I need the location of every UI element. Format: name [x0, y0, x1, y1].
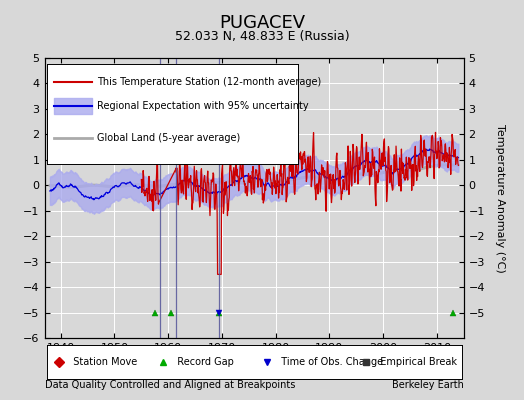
Text: 52.033 N, 48.833 E (Russia): 52.033 N, 48.833 E (Russia) — [174, 30, 350, 43]
Text: Berkeley Earth: Berkeley Earth — [392, 380, 464, 390]
Y-axis label: Temperature Anomaly (°C): Temperature Anomaly (°C) — [495, 124, 505, 272]
Text: PUGACEV: PUGACEV — [219, 14, 305, 32]
Text: Data Quality Controlled and Aligned at Breakpoints: Data Quality Controlled and Aligned at B… — [45, 380, 295, 390]
